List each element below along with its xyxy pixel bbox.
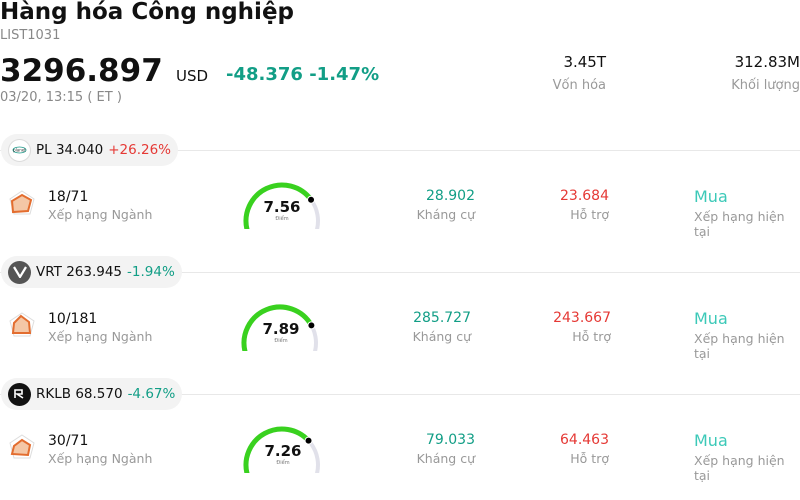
ticker-symbol: PL [36,142,52,158]
resistance-label: Kháng cự [416,207,475,222]
support-label: Hỗ trợ [570,207,609,222]
support-value: 23.684 [560,188,609,204]
timestamp: 03/20, 13:15 ( ET ) [0,90,122,105]
score-label: Điểm [276,460,290,466]
ticker-price: 68.570 [75,386,123,402]
gauge-marker [307,321,316,330]
page-title: Hàng hóa Công nghiệp [0,0,295,25]
score-value: 7.26 [264,442,302,460]
resistance-value: 79.033 [426,432,475,448]
rating-value[interactable]: Mua [694,187,728,206]
radar-icon [9,190,35,215]
score-value: 7.56 [263,198,301,216]
section-divider [0,272,800,273]
industry-rank-label: Xếp hạng Ngành [48,207,153,222]
ticker-symbol: VRT [36,264,62,280]
index-change: -48.376 -1.47% [226,64,380,85]
section-divider [0,394,800,395]
stock-card[interactable]: VRT 263.945 -1.94% 10/181 Xếp hạng Ngành … [0,256,800,378]
score-label: Điểm [274,338,288,344]
index-price: 3296.897 [0,53,163,89]
rocketlab-logo-icon [8,382,31,406]
stock-card[interactable]: planet PL 34.040 +26.26% 18/71 Xếp hạng N… [0,134,800,256]
score-label: Điểm [275,216,289,222]
radar-icon [9,434,35,459]
planet-logo-icon: planet [8,138,31,162]
ticker-chip[interactable]: planet PL 34.040 +26.26% [1,134,179,166]
rating-label: Xếp hạng hiện tại [694,209,785,239]
score-gauge [243,426,320,473]
industry-rank-label: Xếp hạng Ngành [48,451,153,466]
score-gauge [243,182,320,229]
support-value: 64.463 [560,432,609,448]
section-divider [0,150,800,151]
volume-value: 312.83M [734,53,800,71]
ticker-symbol: RKLB [36,386,72,402]
gauge-fill [243,182,314,229]
support-label: Hỗ trợ [570,451,609,466]
rating-label: Xếp hạng hiện tại [694,453,785,483]
ticker-chip[interactable]: RKLB 68.570 -4.67% [1,378,183,410]
resistance-value: 28.902 [426,188,475,204]
currency-label: USD [176,67,209,85]
ticker-price: 263.945 [66,264,123,280]
score-value: 7.89 [262,320,300,338]
gauge-fill [243,426,311,473]
gauge-fill [241,304,314,351]
market-cap-label: Vốn hóa [552,78,606,93]
rating-value[interactable]: Mua [694,431,728,450]
score-gauge [241,304,318,351]
ticker-change: -1.94% [127,264,175,280]
market-cap-value: 3.45T [563,53,606,71]
support-label: Hỗ trợ [572,329,611,344]
rating-value[interactable]: Mua [694,309,728,328]
industry-rank: 30/71 [48,433,89,449]
gauge-marker [304,436,313,445]
ticker-change: +26.26% [108,142,172,158]
svg-text:planet: planet [13,148,26,153]
industry-rank: 18/71 [48,189,89,205]
list-code: LIST1031 [0,28,61,43]
rating-label: Xếp hạng hiện tại [694,331,785,361]
ticker-chip[interactable]: VRT 263.945 -1.94% [1,256,182,288]
resistance-label: Kháng cự [412,329,471,344]
gauge-marker [307,195,316,204]
industry-rank-label: Xếp hạng Ngành [48,329,153,344]
support-value: 243.667 [553,310,611,326]
volume-label: Khối lượng [731,78,800,93]
ticker-price: 34.040 [55,142,104,158]
radar-icon [9,312,35,337]
stock-card[interactable]: RKLB 68.570 -4.67% 30/71 Xếp hạng Ngành 7… [0,378,800,500]
resistance-value: 285.727 [413,310,471,326]
industry-rank: 10/181 [48,311,98,327]
vertiv-logo-icon [8,260,31,284]
resistance-label: Kháng cự [416,451,475,466]
ticker-change: -4.67% [127,386,176,402]
